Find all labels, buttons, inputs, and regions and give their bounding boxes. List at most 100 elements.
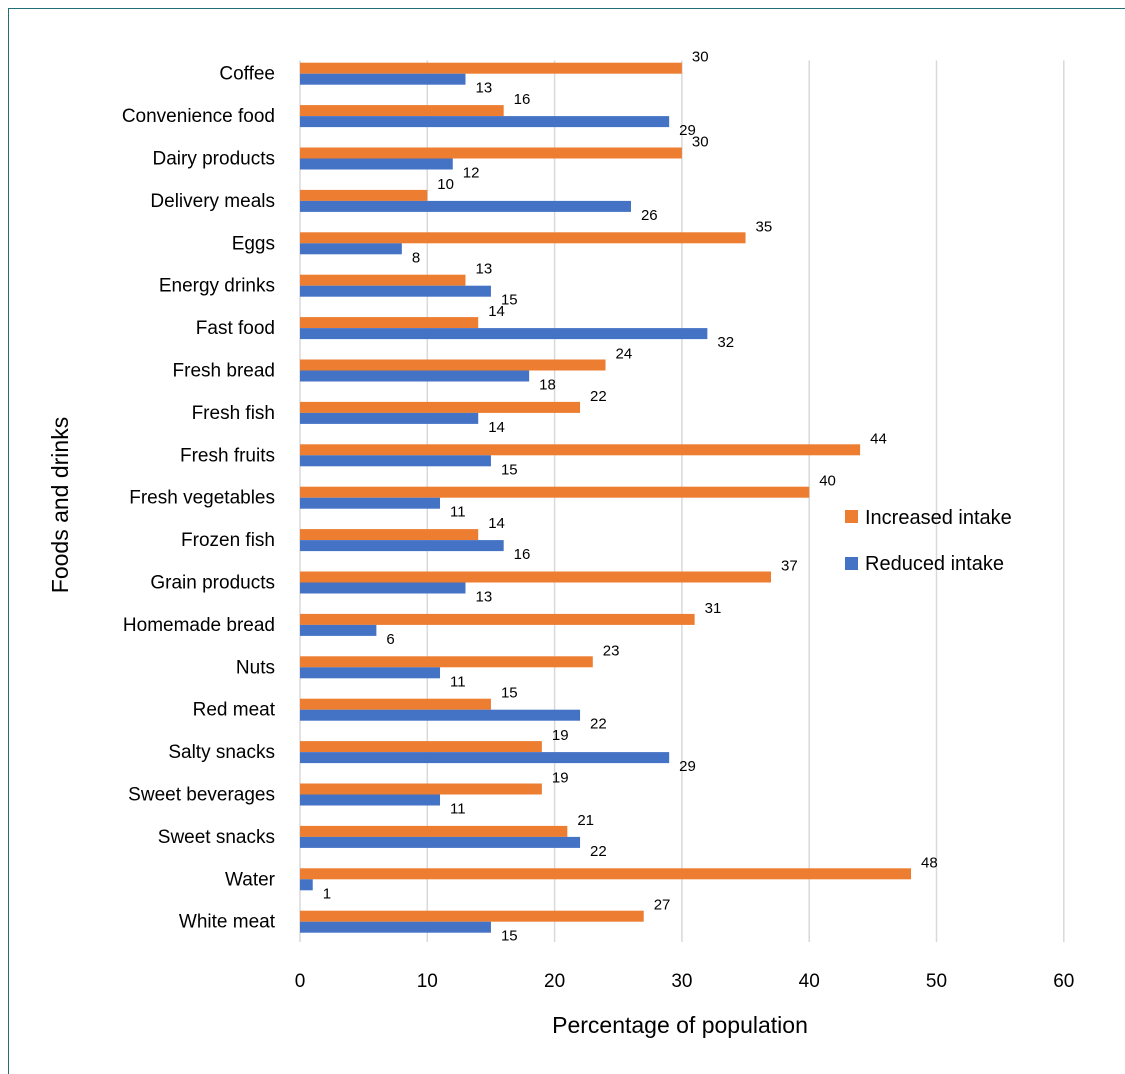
bar-reduced — [300, 624, 377, 636]
category-label: Frozen fish — [181, 530, 275, 551]
data-label: 13 — [475, 589, 492, 606]
bar-reduced — [300, 836, 581, 848]
bar-increased — [300, 910, 644, 922]
bar-reduced — [300, 752, 670, 764]
category-label: Nuts — [236, 657, 275, 678]
data-label: 31 — [705, 600, 722, 617]
data-label: 26 — [641, 207, 658, 224]
bar-increased — [300, 868, 912, 880]
bar-reduced — [300, 328, 708, 340]
data-label: 8 — [412, 249, 420, 266]
bar-reduced — [300, 794, 441, 806]
bar-reduced — [300, 412, 479, 424]
bar-increased — [300, 529, 479, 541]
bar-increased — [300, 444, 861, 456]
data-label: 22 — [590, 843, 607, 860]
data-label: 10 — [437, 176, 454, 193]
bar-increased — [300, 232, 746, 244]
data-label: 14 — [488, 515, 505, 532]
data-label: 22 — [590, 388, 607, 405]
bar-increased — [300, 401, 581, 413]
data-label: 19 — [552, 727, 569, 744]
bar-increased — [300, 359, 606, 371]
bars — [300, 62, 912, 933]
bar-increased — [300, 105, 504, 117]
bar-reduced — [300, 709, 581, 721]
legend: Increased intake Reduced intake — [845, 507, 1012, 575]
bar-increased — [300, 147, 682, 159]
data-label: 23 — [603, 642, 620, 659]
data-label: 15 — [501, 292, 518, 309]
category-label: Delivery meals — [150, 191, 275, 212]
data-label: 18 — [539, 377, 556, 394]
bar-reduced — [300, 158, 453, 170]
bar-reduced — [300, 243, 402, 255]
category-label: Grain products — [150, 573, 275, 594]
data-label: 11 — [450, 673, 466, 690]
data-label: 15 — [501, 685, 518, 702]
data-label: 13 — [475, 80, 492, 97]
bar-reduced — [300, 540, 504, 552]
bar-reduced — [300, 879, 313, 891]
bar-reduced — [300, 370, 530, 382]
data-label: 30 — [692, 134, 709, 151]
data-labels: 3013162930121026358131514322418221444154… — [323, 49, 938, 945]
category-label: Convenience food — [122, 106, 275, 127]
legend-label-increased: Increased intake — [865, 507, 1012, 529]
data-label: 13 — [475, 261, 492, 278]
category-label: Energy drinks — [159, 276, 275, 297]
bar-increased — [300, 571, 772, 583]
x-axis-title: Percentage of population — [552, 1012, 808, 1038]
bar-reduced — [300, 921, 491, 933]
bar-increased — [300, 656, 593, 668]
category-label: Salty snacks — [168, 742, 275, 763]
data-label: 16 — [514, 546, 531, 563]
data-label: 27 — [654, 897, 671, 914]
data-label: 35 — [756, 218, 773, 235]
data-label: 24 — [616, 346, 633, 363]
data-label: 48 — [921, 854, 938, 871]
data-label: 12 — [463, 165, 480, 182]
bar-increased — [300, 189, 428, 201]
x-tick-label: 0 — [295, 971, 306, 992]
bar-increased — [300, 825, 568, 837]
category-label: Homemade bread — [123, 615, 275, 636]
x-tick-label: 20 — [544, 971, 565, 992]
category-label: Red meat — [193, 700, 276, 721]
data-label: 6 — [386, 631, 394, 648]
data-label: 11 — [450, 801, 466, 818]
bar-increased — [300, 741, 542, 753]
category-label: Fast food — [196, 318, 275, 339]
data-label: 15 — [501, 928, 518, 945]
bar-reduced — [300, 497, 441, 509]
y-axis-title: Foods and drinks — [47, 417, 73, 593]
bar-reduced — [300, 285, 491, 297]
bar-reduced — [300, 667, 441, 679]
category-label: Fresh bread — [173, 361, 275, 382]
category-label: Sweet snacks — [158, 827, 275, 848]
x-tick-label: 50 — [926, 971, 947, 992]
category-label: Eggs — [232, 233, 275, 254]
bar-reduced — [300, 582, 466, 594]
category-label: White meat — [179, 912, 276, 933]
bar-reduced — [300, 200, 631, 212]
data-label: 19 — [552, 770, 569, 787]
data-label: 30 — [692, 49, 709, 66]
category-label: Fresh vegetables — [129, 488, 275, 509]
bar-reduced — [300, 116, 670, 128]
bar-increased — [300, 62, 682, 74]
data-label: 14 — [488, 303, 505, 320]
category-label: Sweet beverages — [128, 785, 275, 806]
legend-swatch-reduced — [845, 557, 858, 570]
category-label: Fresh fruits — [180, 445, 275, 466]
bar-increased — [300, 317, 479, 329]
data-label: 22 — [590, 716, 607, 733]
category-labels: Coffee Convenience food Dairy products Deli… — [122, 64, 276, 933]
bar-increased — [300, 274, 466, 286]
x-tick-label: 40 — [799, 971, 820, 992]
chart-frame — [8, 8, 1125, 1074]
data-label: 1 — [323, 885, 331, 902]
x-tick-label: 30 — [671, 971, 692, 992]
data-label: 29 — [679, 122, 696, 139]
data-label: 14 — [488, 419, 505, 436]
